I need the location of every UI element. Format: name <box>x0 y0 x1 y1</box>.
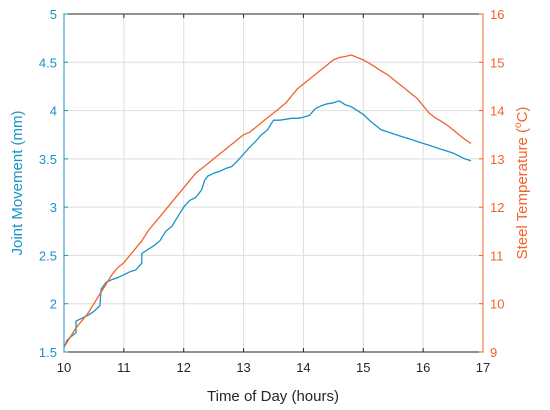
left-tick-label: 2.5 <box>39 248 57 263</box>
series-line-steel-temperature <box>63 54 472 348</box>
right-tick-label: 10 <box>490 297 504 312</box>
grid-lines <box>63 13 484 353</box>
right-axis-title: Steel Temperature (oC) <box>513 107 531 260</box>
x-tick-label: 12 <box>176 360 190 375</box>
right-axis-title-part-1: Steel Temperature ( <box>514 128 531 259</box>
x-tick-label: 16 <box>416 360 430 375</box>
x-tick-label: 11 <box>117 360 131 375</box>
right-tick-label: 14 <box>490 104 504 119</box>
x-tick-label: 10 <box>57 360 71 375</box>
series-layer <box>63 54 472 348</box>
x-tick-label: 17 <box>476 360 490 375</box>
x-tick-label: 13 <box>236 360 250 375</box>
left-tick-label: 4.5 <box>39 55 57 70</box>
right-tick-label: 13 <box>490 152 504 167</box>
right-axis-title-degree: o <box>513 122 524 128</box>
x-axis-title: Time of Day (hours) <box>207 388 339 405</box>
right-tick-label: 15 <box>490 55 504 70</box>
right-axis-title-part-2: C) <box>514 107 531 123</box>
right-tick-label: 12 <box>490 200 504 215</box>
right-tick-label: 16 <box>490 7 504 22</box>
left-tick-label: 3 <box>50 200 57 215</box>
x-tick-label: 14 <box>296 360 310 375</box>
left-tick-label: 1.5 <box>39 345 57 360</box>
left-tick-label: 4 <box>50 104 57 119</box>
plot-background <box>64 14 483 352</box>
left-tick-label: 5 <box>50 7 57 22</box>
left-axis-title: Joint Movement (mm) <box>9 110 26 255</box>
left-axis-title-text: Joint Movement (mm) <box>9 110 26 255</box>
tick-layer: 10 11 12 13 14 15 16 17 1.5 2 2.5 3 3.5 4 4.5 5 9 10 11 12 1… <box>39 7 505 375</box>
right-tick-label: 9 <box>490 345 497 360</box>
right-tick-label: 11 <box>490 248 504 263</box>
left-tick-label: 3.5 <box>39 152 57 167</box>
left-tick-label: 2 <box>50 297 57 312</box>
series-line-joint-movement <box>63 100 472 348</box>
x-tick-label: 15 <box>356 360 370 375</box>
